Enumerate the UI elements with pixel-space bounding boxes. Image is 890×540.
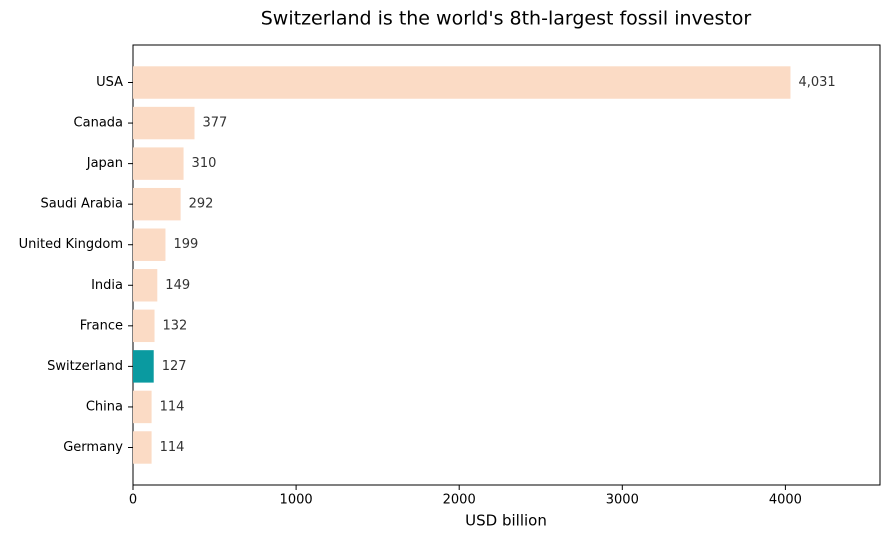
bar [133, 309, 155, 343]
bar [133, 350, 154, 383]
x-tick-label: 3000 [606, 493, 639, 508]
value-label: 132 [163, 318, 188, 333]
y-tick-label: France [80, 318, 123, 333]
plot-frame [132, 44, 881, 486]
value-label: 310 [192, 156, 217, 171]
x-tick-label: 4000 [769, 493, 802, 508]
value-label: 149 [165, 278, 190, 293]
y-tick-label: India [91, 278, 123, 293]
y-tick-label: Japan [86, 156, 123, 171]
bar [133, 431, 152, 464]
y-tick-label: Saudi Arabia [41, 197, 124, 212]
y-tick-label: Canada [74, 116, 123, 131]
value-label: 4,031 [798, 75, 835, 90]
y-tick-label: China [86, 399, 123, 414]
x-axis-label: USD billion [465, 512, 547, 530]
value-label: 127 [162, 359, 187, 374]
bar [133, 187, 181, 221]
value-label: 114 [160, 440, 185, 455]
bar [133, 66, 791, 99]
value-label: 114 [160, 399, 185, 414]
x-tick-label: 0 [129, 493, 137, 508]
chart-title: Switzerland is the world's 8th-largest f… [261, 8, 752, 30]
bar [133, 390, 152, 424]
value-label: 199 [173, 237, 198, 252]
y-tick-label: USA [96, 75, 123, 90]
bar [133, 269, 158, 302]
y-tick-label: Germany [63, 440, 123, 455]
bar [133, 106, 195, 140]
bar [133, 147, 184, 180]
x-tick-label: 1000 [280, 493, 313, 508]
bar [133, 228, 166, 261]
x-tick-label: 2000 [443, 493, 476, 508]
y-tick-label: United Kingdom [19, 237, 123, 252]
y-tick-label: Switzerland [47, 359, 123, 374]
value-label: 377 [202, 116, 227, 131]
value-label: 292 [189, 197, 214, 212]
